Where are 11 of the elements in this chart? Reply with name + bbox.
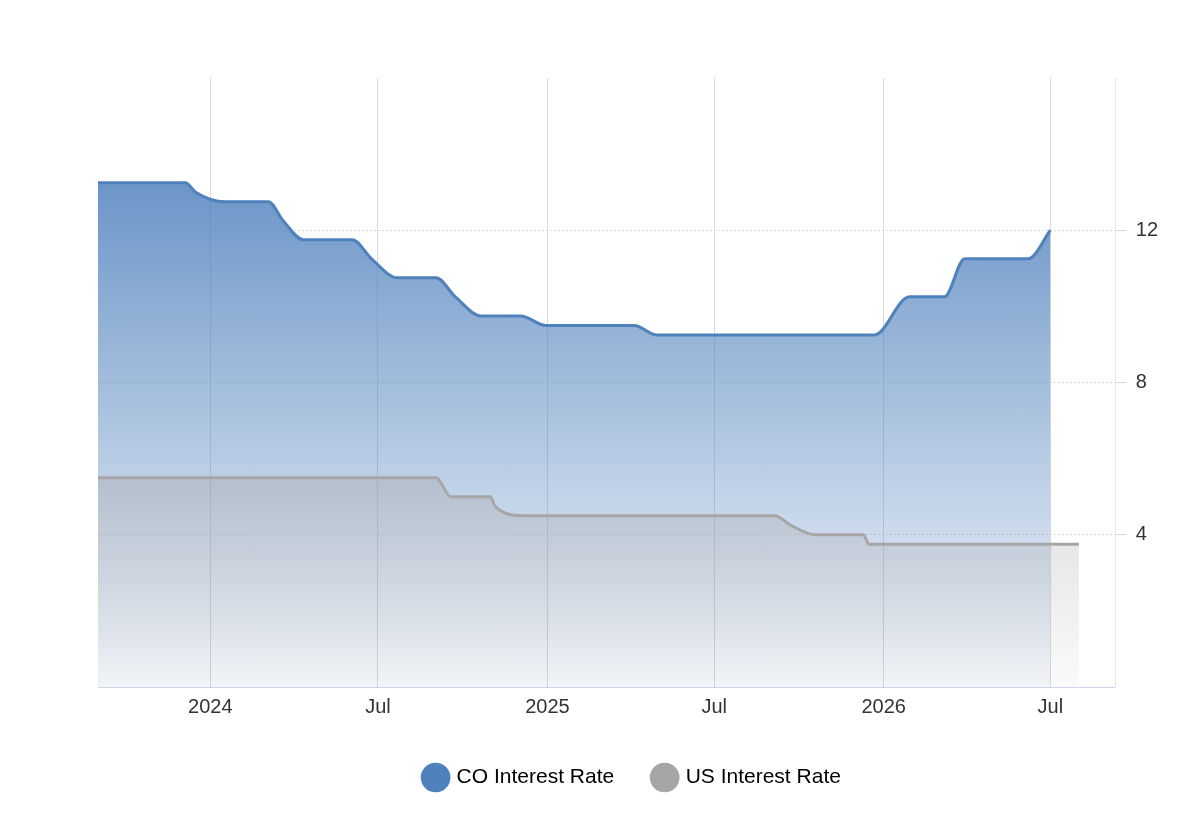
y-tick-label: 4	[1135, 522, 1147, 545]
x-tick-label: 2024	[188, 694, 233, 717]
legend-label: CO Interest Rate	[456, 764, 615, 788]
x-tick-label: 2025	[525, 694, 570, 717]
y-tick-label: 12	[1135, 217, 1158, 240]
x-tick-label: Jul	[1037, 694, 1064, 717]
legend-label: US Interest Rate	[685, 764, 841, 788]
x-tick-label: 2026	[861, 694, 906, 717]
x-tick-label: Jul	[365, 694, 391, 717]
x-tick-label: Jul	[701, 694, 727, 717]
y-tick-label: 8	[1135, 370, 1147, 393]
